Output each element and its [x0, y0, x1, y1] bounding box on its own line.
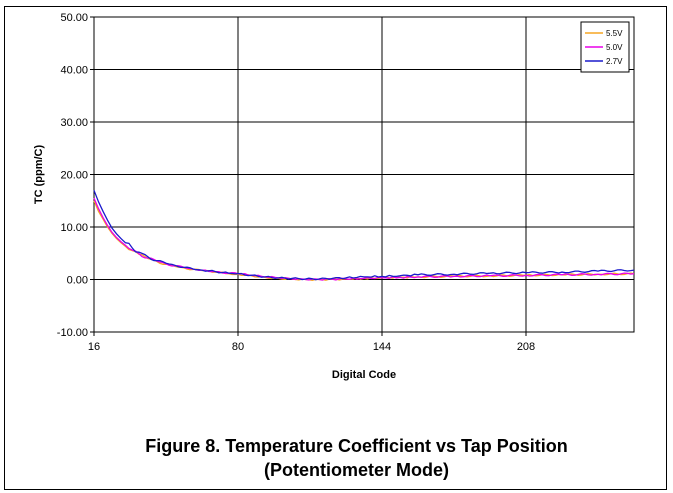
- x-tick-label: 16: [88, 341, 100, 353]
- x-tick-label: 208: [517, 341, 535, 353]
- y-tick-label: 30.00: [60, 117, 88, 129]
- series-line-5-0v: [93, 197, 635, 281]
- legend-entry-label: 5.0V: [606, 43, 623, 52]
- series-line-5-5v: [93, 200, 635, 281]
- x-axis-ticks: 16 80 144 208: [88, 332, 535, 353]
- y-tick-label: 40.00: [60, 65, 88, 77]
- figure-caption-title: Figure 8. Temperature Coefficient vs Tap…: [145, 436, 568, 456]
- figure-caption-subtitle: (Potentiometer Mode): [263, 460, 449, 480]
- y-tick-label: 50.00: [60, 12, 88, 24]
- y-axis-ticks: -10.00 0.00 10.00 20.00 30.00 40.00 50.00: [57, 12, 94, 339]
- y-tick-label: -10.00: [57, 327, 88, 339]
- x-tick-label: 80: [232, 341, 244, 353]
- series-lines: [93, 190, 635, 281]
- chart-grid: [93, 16, 634, 333]
- tc-chart: -10.00 0.00 10.00 20.00 30.00 40.00 50.00 16 80…: [33, 12, 635, 381]
- legend-entry-label: 5.5V: [606, 29, 623, 38]
- legend: 5.5V 5.0V 2.7V: [580, 21, 630, 73]
- figure-frame: [4, 6, 667, 490]
- x-axis-label: Digital Code: [332, 369, 396, 381]
- x-tick-label: 144: [373, 341, 391, 353]
- y-tick-label: 0.00: [67, 275, 88, 287]
- series-line-2-7v: [93, 190, 635, 281]
- legend-entry-label: 2.7V: [606, 57, 623, 66]
- y-tick-label: 20.00: [60, 170, 88, 182]
- y-axis-label: TC (ppm/C): [33, 145, 45, 205]
- y-tick-label: 10.00: [60, 222, 88, 234]
